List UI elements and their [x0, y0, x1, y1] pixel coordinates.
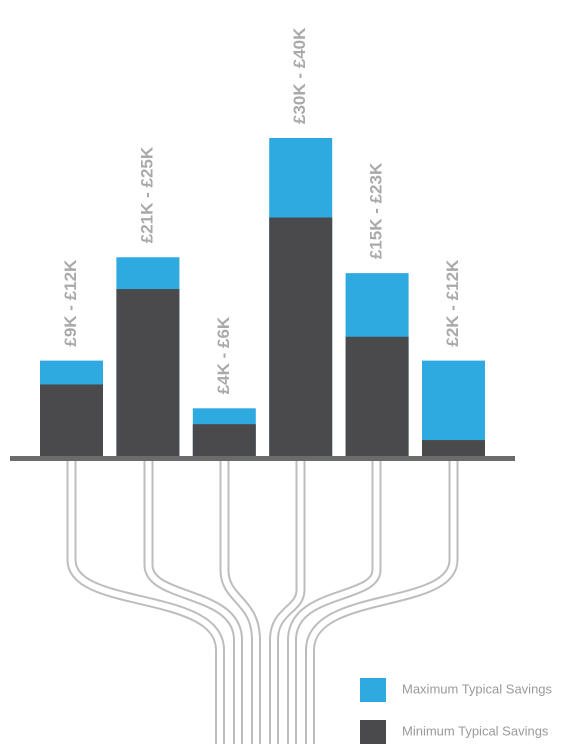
bar-segment	[116, 289, 180, 456]
value-label: £4K - £6K	[214, 316, 233, 394]
legend-label: Minimum Typical Savings	[402, 723, 549, 738]
pipes	[66, 461, 459, 744]
legend-label: Maximum Typical Savings	[402, 681, 553, 696]
bar-segment	[192, 424, 256, 456]
bar-segment	[269, 217, 333, 456]
legend-swatch	[360, 720, 386, 744]
value-label: £2K - £12K	[443, 259, 462, 347]
bar-segment	[345, 336, 409, 456]
value-label: £21K - £25K	[137, 146, 156, 243]
value-label: £30K - £40K	[290, 27, 309, 124]
bar-segment	[40, 384, 103, 456]
value-label: £9K - £12K	[61, 259, 80, 347]
value-label: £15K - £23K	[367, 162, 386, 259]
bar-segment	[422, 440, 485, 456]
legend-swatch	[360, 678, 386, 702]
